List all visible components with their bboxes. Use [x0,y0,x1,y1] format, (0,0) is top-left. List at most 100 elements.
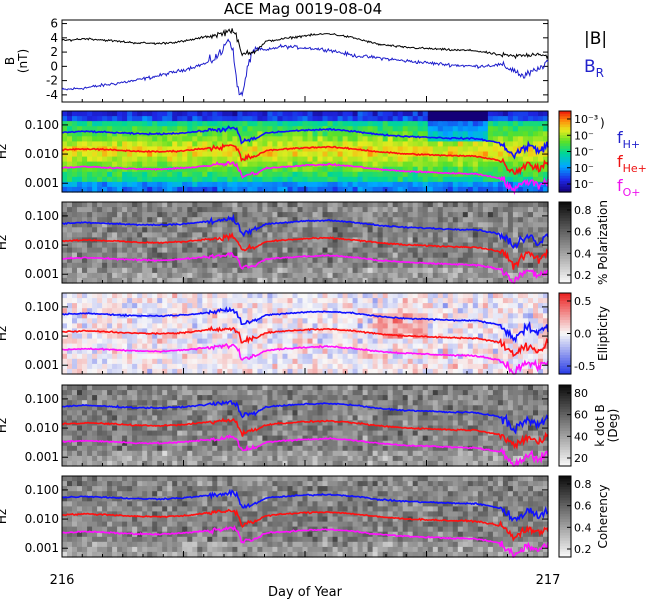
spectrogram-cell [412,363,419,370]
spectrogram-cell [528,333,534,340]
spectrogram-cell [287,242,294,249]
spectrogram-cell [472,298,479,304]
spectrogram-cell [112,116,118,122]
spectrogram-cell [482,348,489,355]
spectrogram-cell [377,237,384,244]
spectrogram-cell [412,222,419,228]
spectrogram-cell [362,151,369,158]
spectrogram-cell [257,267,263,274]
spectrogram-cell [317,328,324,335]
spectrogram-cell [222,313,228,319]
spectrogram-cell [172,237,178,244]
freq-tick-label: 0.001 [25,358,59,372]
spectrogram-cell [107,348,113,355]
spectrogram-cell [538,156,544,163]
spectrogram-cell [543,267,549,274]
spectrogram-cell [267,308,273,314]
spectrogram-cell [437,146,444,153]
spectrogram-cell [212,303,218,309]
spectrogram-cell [217,293,223,299]
spectrogram-cell [437,363,444,370]
spectrogram-cell [462,252,469,259]
spectrogram-cell [187,232,193,239]
spectrogram-cell [97,318,103,324]
spectrogram-cell [507,156,514,163]
spectrogram-cell [67,395,73,401]
spectrogram-cell [212,257,218,264]
spectrogram-cell [507,267,514,274]
spectrogram-cell [267,176,273,183]
spectrogram-cell [147,368,153,375]
spectrogram-cell [82,161,88,168]
spectrogram-cell [327,272,334,279]
spectrogram-cell [342,111,349,117]
spectrogram-cell [92,257,98,264]
spectrogram-cell [482,126,489,132]
spectrogram-cell [202,181,208,188]
spectrogram-cell [252,161,258,168]
spectrogram-cell [342,181,349,188]
spectrogram-cell [538,227,544,233]
spectrogram-cell [362,318,369,324]
spectrogram-cell [492,353,499,360]
spectrogram-cell [182,272,188,279]
spectrogram-cell [277,303,283,309]
spectrogram-cell [67,405,73,411]
spectrogram-cell [492,308,499,314]
spectrogram-cell [272,257,278,264]
spectrogram-cell [172,343,178,350]
spectrogram-cell [292,328,299,335]
spectrogram-cell [412,252,419,259]
spectrogram-cell [462,151,469,158]
spectrogram-cell [167,353,173,360]
spectrogram-cell [187,217,193,223]
spectrogram-cell [107,323,113,330]
colorbar-segment [559,311,571,316]
spectrogram-cell [402,212,409,218]
spectrogram-cell [412,323,419,330]
spectrogram-cell [307,237,314,244]
spectrogram-cell [257,293,263,299]
spectrogram-cell [357,121,364,127]
spectrogram-cell [267,227,273,233]
spectrogram-cell [337,257,344,264]
spectrogram-cell [167,207,173,213]
spectrogram-cell [222,227,228,233]
spectrogram-cell [287,363,294,370]
spectrogram-cell [147,363,153,370]
spectrogram-cell [142,247,148,254]
spectrogram-cell [142,272,148,279]
spectrogram-cell [457,202,464,208]
spectrogram-cell [312,293,319,299]
spectrogram-cell [312,131,319,137]
spectrogram-cell [387,131,394,137]
spectrogram-cell [77,267,83,274]
spectrogram-cell [332,116,339,122]
spectrogram-cell [302,111,309,117]
spectrogram-cell [232,161,238,168]
spectrogram-cell [517,272,524,279]
spectrogram-cell [242,308,248,314]
spectrogram-cell [302,262,309,269]
spectrogram-cell [157,121,163,127]
spectrogram-cell [447,277,454,284]
spectrogram-cell [252,181,258,188]
spectrogram-cell [377,202,384,208]
spectrogram-cell [497,121,504,127]
spectrogram-cell [382,227,389,233]
spectrogram-cell [357,257,364,264]
spectrogram-cell [192,166,198,173]
spectrogram-cell [287,156,294,163]
spectrogram-cell [192,348,198,355]
spectrogram-cell [252,141,258,148]
spectrogram-cell [92,166,98,173]
spectrogram-cell [152,146,158,153]
spectrogram-cell [177,126,183,132]
spectrogram-cell [217,121,223,127]
spectrogram-cell [67,141,73,148]
spectrogram-cell [282,131,289,137]
spectrogram-cell [457,363,464,370]
spectrogram-cell [482,141,489,148]
